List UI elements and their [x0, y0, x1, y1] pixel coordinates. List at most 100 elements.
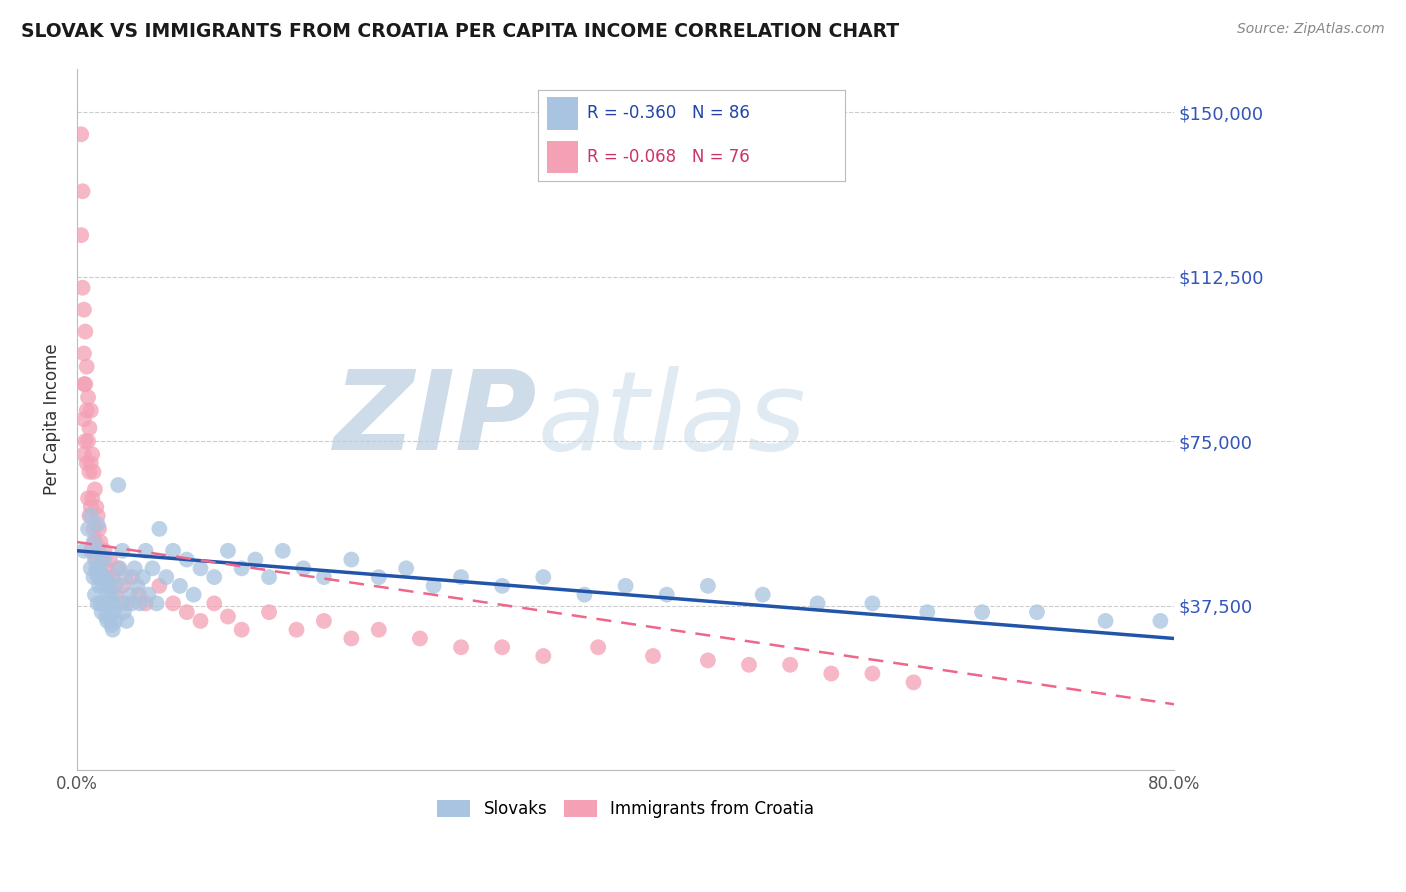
Point	[107, 561, 129, 575]
Point	[86, 517, 108, 532]
Point	[73, 377, 96, 392]
Point	[118, 588, 141, 602]
Point	[257, 570, 280, 584]
Point	[614, 579, 637, 593]
Text: ZIP: ZIP	[335, 366, 538, 473]
Point	[202, 596, 225, 610]
Point	[148, 522, 170, 536]
Point	[83, 522, 105, 536]
Point	[806, 596, 828, 610]
Point	[531, 648, 554, 663]
Point	[129, 596, 152, 610]
Point	[422, 579, 444, 593]
Point	[1094, 614, 1116, 628]
Point	[820, 666, 842, 681]
Point	[98, 609, 121, 624]
Point	[155, 570, 177, 584]
Point	[121, 596, 143, 610]
Point	[80, 561, 103, 575]
Point	[111, 579, 134, 593]
Point	[80, 500, 103, 514]
Point	[87, 579, 110, 593]
Point	[312, 570, 335, 584]
Point	[76, 359, 98, 374]
Point	[107, 478, 129, 492]
Point	[115, 614, 138, 628]
Point	[176, 552, 198, 566]
Point	[292, 561, 315, 575]
Point	[202, 570, 225, 584]
Point	[586, 640, 609, 655]
Point	[217, 609, 239, 624]
Point	[77, 522, 100, 536]
Point	[257, 605, 280, 619]
Point	[84, 588, 107, 602]
Point	[96, 588, 118, 602]
Point	[84, 561, 107, 575]
Point	[190, 614, 212, 628]
Point	[98, 552, 121, 566]
Point	[101, 570, 124, 584]
Point	[75, 325, 97, 339]
Point	[491, 640, 513, 655]
Point	[87, 543, 110, 558]
Point	[82, 447, 104, 461]
Point	[79, 421, 101, 435]
Point	[245, 552, 267, 566]
Point	[138, 588, 160, 602]
Point	[84, 535, 107, 549]
Text: SLOVAK VS IMMIGRANTS FROM CROATIA PER CAPITA INCOME CORRELATION CHART: SLOVAK VS IMMIGRANTS FROM CROATIA PER CA…	[21, 22, 900, 41]
Point	[112, 605, 135, 619]
Text: Source: ZipAtlas.com: Source: ZipAtlas.com	[1237, 22, 1385, 37]
Point	[104, 614, 127, 628]
Point	[271, 543, 294, 558]
Point	[96, 614, 118, 628]
Point	[104, 579, 127, 593]
Point	[124, 561, 146, 575]
Point	[655, 588, 678, 602]
Point	[80, 508, 103, 523]
Point	[93, 596, 115, 610]
Point	[98, 574, 121, 589]
Point	[115, 596, 138, 610]
Point	[491, 579, 513, 593]
Point	[73, 346, 96, 360]
Point	[100, 618, 122, 632]
Point	[80, 403, 103, 417]
Point	[114, 570, 136, 584]
Point	[110, 596, 132, 610]
Point	[696, 579, 718, 593]
Point	[75, 434, 97, 449]
Point	[312, 614, 335, 628]
Point	[169, 579, 191, 593]
Point	[86, 561, 108, 575]
Point	[76, 456, 98, 470]
Point	[70, 128, 93, 142]
Point	[83, 535, 105, 549]
Point	[73, 543, 96, 558]
Point	[86, 596, 108, 610]
Point	[94, 570, 117, 584]
Point	[93, 543, 115, 558]
Point	[367, 623, 389, 637]
Point	[89, 596, 111, 610]
Point	[80, 543, 103, 558]
Point	[104, 588, 127, 602]
Point	[101, 596, 124, 610]
Point	[100, 588, 122, 602]
Y-axis label: Per Capita Income: Per Capita Income	[44, 343, 60, 495]
Point	[127, 579, 149, 593]
Point	[79, 465, 101, 479]
Point	[91, 570, 114, 584]
Point	[89, 561, 111, 575]
Point	[76, 403, 98, 417]
Point	[77, 390, 100, 404]
Point	[111, 543, 134, 558]
Point	[395, 561, 418, 575]
Point	[176, 605, 198, 619]
Point	[97, 596, 120, 610]
Text: atlas: atlas	[538, 366, 807, 473]
Point	[77, 434, 100, 449]
Point	[141, 561, 163, 575]
Point	[80, 456, 103, 470]
